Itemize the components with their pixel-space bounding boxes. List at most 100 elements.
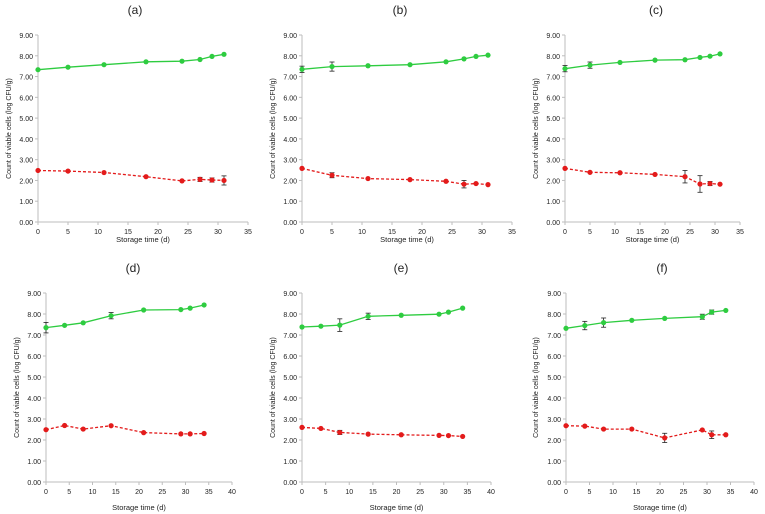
series-line-red [301, 167, 489, 186]
y-tick-label: 4.00 [547, 396, 561, 403]
data-point-green [101, 62, 107, 68]
data-point-red [652, 171, 658, 178]
data-point-green [461, 56, 467, 62]
panel-a: (a) 0.00 1.00 2.00 3.00 4.00 5.00 6.00 7.00 8.00 9… [6, 3, 252, 244]
data-point-red [209, 177, 215, 183]
data-point-green [473, 53, 479, 60]
x-tick-label: 5 [324, 489, 328, 496]
x-tick-label: 0 [44, 489, 48, 496]
data-point-red [329, 172, 335, 178]
panel-f: (f) 0.00 1.00 2.00 3.00 4.00 5.00 6.00 7.00 8.00 9… [533, 261, 758, 512]
y-tick-label: 0.00 [27, 480, 41, 487]
data-point-green [445, 309, 452, 315]
x-tick-label: 5 [588, 489, 592, 496]
x-tick-label: 15 [388, 229, 396, 236]
x-tick-label: 30 [478, 229, 486, 236]
y-tick-label: 0.00 [19, 220, 33, 227]
data-point-red [563, 423, 569, 429]
x-tick-label: 40 [750, 489, 758, 496]
x-tick-label: 25 [416, 489, 424, 496]
y-tick-label: 4.00 [27, 396, 41, 403]
data-point-green [563, 325, 569, 331]
x-tick-label: 5 [66, 229, 70, 236]
y-axis-label: Count of viable cells (log CFU/g) [533, 337, 540, 438]
x-axis-label: Storage time (d) [380, 235, 434, 244]
data-point-red [318, 425, 324, 432]
y-tick-label: 6.00 [283, 95, 297, 102]
y-tick-label: 8.00 [283, 54, 297, 61]
data-point-red [473, 180, 479, 187]
y-axis-label: Count of viable cells (log CFU/g) [14, 337, 21, 438]
y-tick-label: 1.00 [283, 459, 297, 466]
panel-title: (b) [393, 3, 408, 17]
data-point-green [299, 66, 305, 72]
x-tick-label: 20 [661, 229, 669, 236]
data-point-red [201, 430, 207, 437]
data-point-red [80, 426, 86, 432]
data-point-red [221, 177, 227, 184]
y-tick-label: 4.00 [283, 396, 297, 403]
y-tick-label: 9.00 [27, 291, 41, 298]
y-tick-label: 7.00 [283, 75, 297, 82]
y-tick-label: 2.00 [283, 438, 297, 445]
x-tick-label: 5 [330, 229, 334, 236]
panel-title: (f) [656, 261, 667, 275]
data-point-red [562, 165, 568, 171]
x-tick-label: 5 [588, 229, 592, 236]
data-point-red [485, 182, 491, 188]
data-point-green [329, 63, 335, 70]
y-tick-label: 7.00 [27, 333, 41, 340]
x-tick-label: 20 [154, 229, 162, 236]
y-tick-label: 6.00 [283, 354, 297, 361]
data-point-red [299, 165, 305, 171]
y-tick-label: 3.00 [27, 417, 41, 424]
data-point-red [407, 177, 413, 183]
y-tick-label: 0.00 [547, 480, 561, 487]
x-axis-label: Storage time (d) [633, 503, 687, 512]
data-point-green [460, 305, 466, 311]
data-point-red [65, 168, 71, 174]
y-tick-label: 7.00 [547, 333, 561, 340]
y-tick-label: 7.00 [546, 75, 560, 82]
data-point-green [299, 324, 305, 330]
y-tick-label: 0.00 [546, 220, 560, 227]
x-tick-label: 35 [463, 489, 471, 496]
y-tick-label: 9.00 [283, 33, 297, 40]
x-tick-label: 20 [135, 489, 143, 496]
data-point-red [365, 431, 371, 437]
y-tick-label: 7.00 [283, 333, 297, 340]
y-tick-label: 3.00 [546, 158, 560, 165]
data-point-red [461, 181, 467, 187]
panel-title: (a) [128, 3, 143, 17]
y-tick-label: 2.00 [283, 178, 297, 185]
y-tick-label: 2.00 [19, 178, 33, 185]
y-tick-label: 1.00 [546, 199, 560, 206]
y-tick-label: 5.00 [19, 116, 33, 123]
data-point-green [201, 302, 207, 308]
x-tick-label: 10 [358, 229, 366, 236]
x-tick-label: 0 [300, 229, 304, 236]
data-point-red [723, 432, 729, 438]
y-tick-label: 5.00 [27, 375, 41, 382]
panel-title: (d) [126, 261, 141, 275]
y-axis-label: Count of viable cells (log CFU/g) [533, 78, 540, 179]
x-tick-label: 25 [184, 229, 192, 236]
x-tick-label: 30 [711, 229, 719, 236]
x-tick-label: 35 [244, 229, 252, 236]
data-point-red [108, 423, 114, 429]
x-tick-label: 15 [112, 489, 120, 496]
y-tick-label: 6.00 [547, 354, 561, 361]
y-axis-label: Count of viable cells (log CFU/g) [270, 337, 277, 438]
y-tick-label: 6.00 [27, 354, 41, 361]
x-axis-label: Storage time (d) [112, 503, 166, 512]
data-point-green [178, 306, 184, 313]
data-point-red [365, 175, 371, 182]
y-tick-label: 8.00 [547, 312, 561, 319]
y-tick-label: 4.00 [546, 137, 560, 144]
data-point-green [35, 67, 41, 73]
data-point-red [443, 178, 449, 184]
data-point-red [709, 432, 715, 438]
y-tick-label: 9.00 [19, 33, 33, 40]
data-point-red [662, 435, 668, 441]
data-point-green [80, 320, 86, 326]
